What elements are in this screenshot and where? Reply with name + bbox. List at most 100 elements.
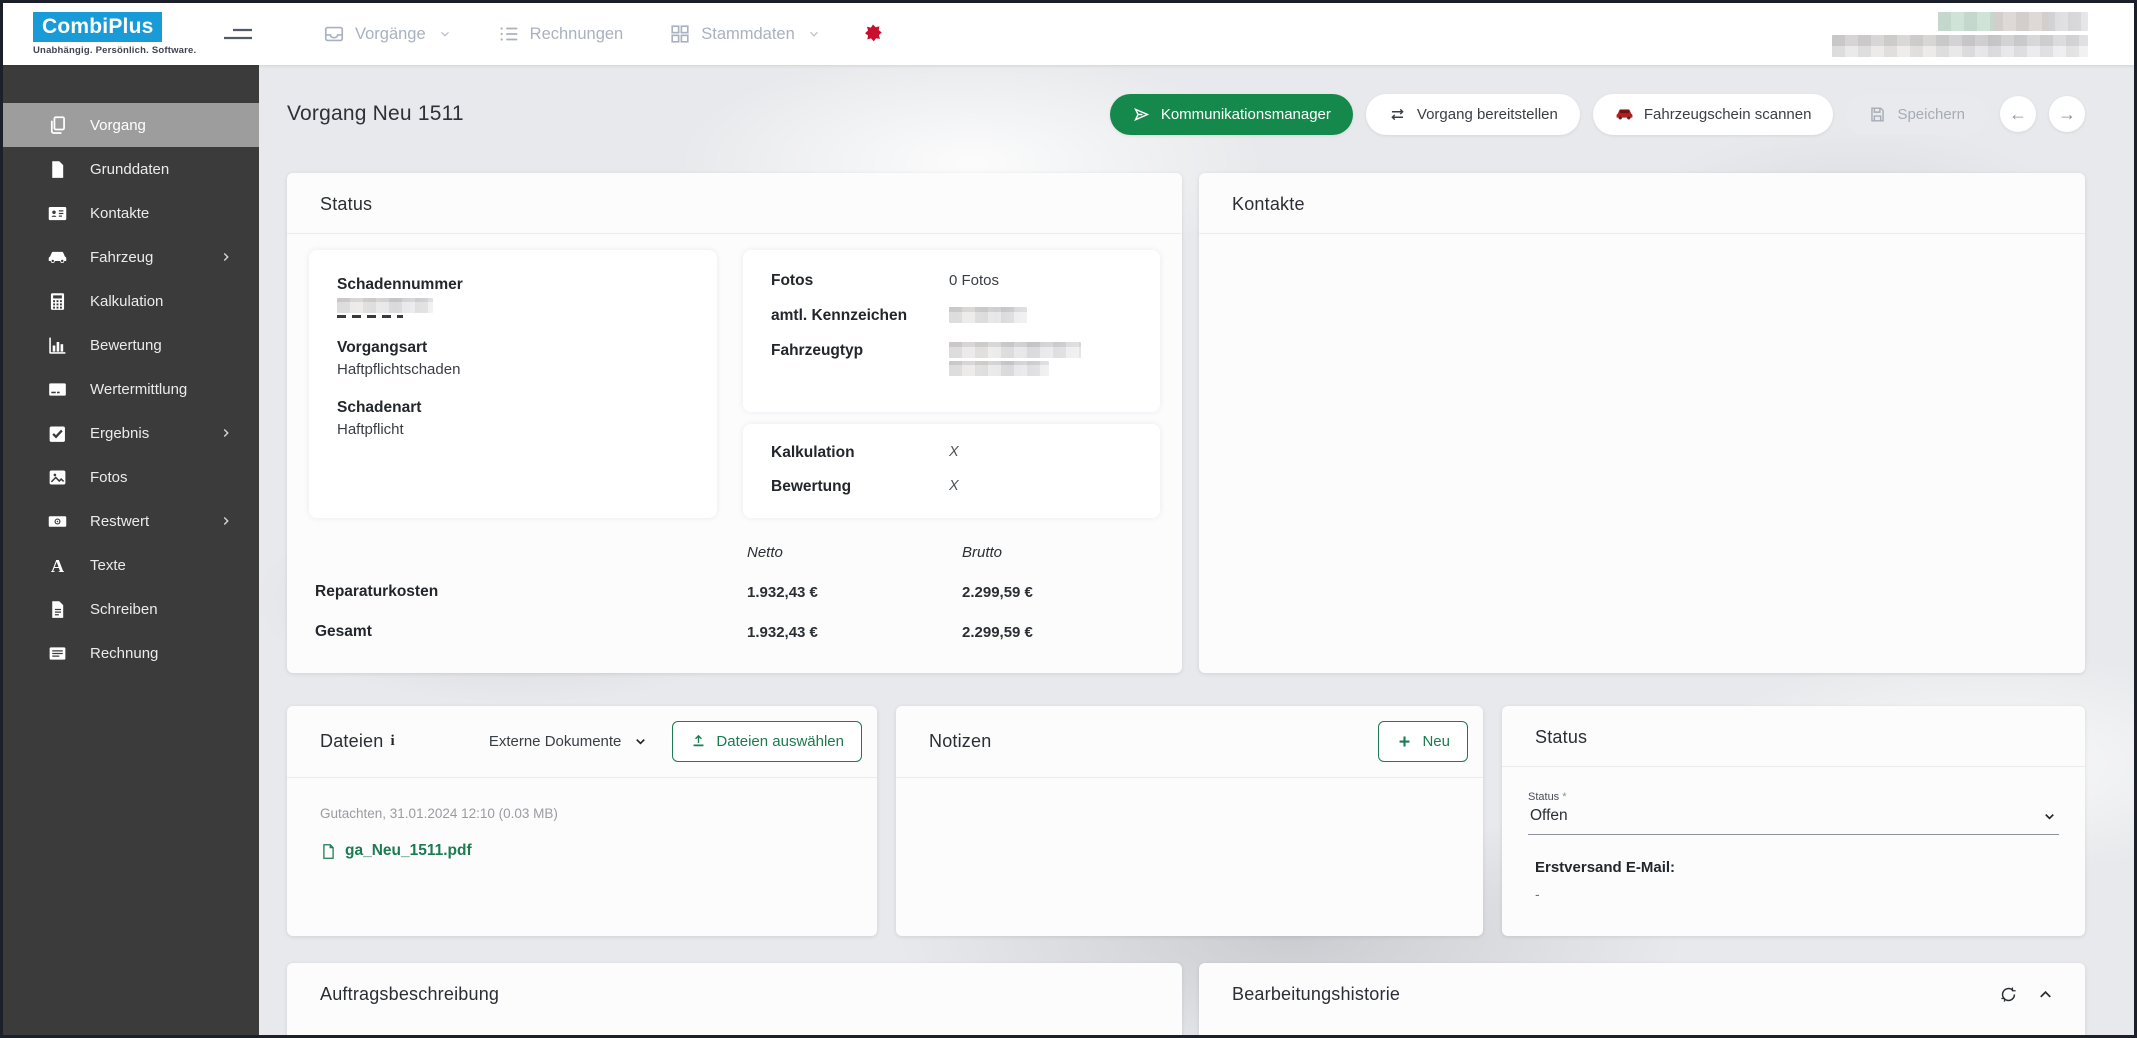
totals-row-label: Gesamt bbox=[315, 623, 372, 640]
dateien-card: Dateien i Externe Dokumente bbox=[287, 706, 877, 936]
redacted-line bbox=[949, 361, 1049, 376]
totals-brutto-value: 2.299,59 € bbox=[962, 583, 1033, 601]
red-badge-icon[interactable] bbox=[861, 22, 885, 46]
notiz-neu-button[interactable]: Neu bbox=[1378, 721, 1468, 762]
arrow-right-icon: → bbox=[2058, 103, 2076, 124]
totals-row-label: Reparaturkosten bbox=[315, 583, 439, 600]
sidebar: Vorgang Grunddaten Kontakte Fahrzeug bbox=[3, 65, 259, 1035]
sidebar-item-kalkulation[interactable]: Kalkulation bbox=[3, 279, 259, 323]
sidebar-item-bewertung[interactable]: Bewertung bbox=[3, 323, 259, 367]
status-info-box: Fotos 0 Fotos amtl. Kennzeichen Fahrzeug… bbox=[743, 250, 1160, 412]
brand-logo[interactable]: CombiPlus Unabhängig. Persönlich. Softwa… bbox=[33, 11, 203, 57]
sidebar-item-fotos[interactable]: Fotos bbox=[3, 455, 259, 499]
field-schadennummer: Schadennummer bbox=[337, 276, 689, 318]
topnav-rechnungen[interactable]: Rechnungen bbox=[498, 23, 623, 45]
sidebar-item-kontakte[interactable]: Kontakte bbox=[3, 191, 259, 235]
id-card-icon bbox=[47, 203, 68, 224]
top-navigation: Vorgänge Rechnungen Stammdaten bbox=[323, 23, 821, 45]
dateien-card-header: Dateien i Externe Dokumente bbox=[287, 706, 877, 778]
file-link[interactable]: ga_Neu_1511.pdf bbox=[320, 842, 844, 860]
kommunikationsmanager-button[interactable]: Kommunikationsmanager bbox=[1109, 93, 1353, 135]
sidebar-item-restwert[interactable]: Restwert bbox=[3, 499, 259, 543]
auftrag-card-header: Auftragsbeschreibung bbox=[287, 963, 1182, 1023]
button-label: Vorgang bereitstellen bbox=[1416, 105, 1558, 123]
button-label: Neu bbox=[1422, 733, 1450, 750]
brand-tagline: Unabhängig. Persönlich. Software. bbox=[33, 45, 197, 57]
bar-chart-icon bbox=[47, 335, 68, 356]
topnav-stammdaten[interactable]: Stammdaten bbox=[669, 23, 821, 45]
notizen-card: Notizen Neu bbox=[896, 706, 1483, 936]
card-title: Status bbox=[1535, 727, 1588, 747]
chevron-right-icon bbox=[219, 426, 233, 440]
dateien-auswaehlen-button[interactable]: Dateien auswählen bbox=[672, 721, 862, 762]
user-redact-row1 bbox=[1938, 11, 2088, 31]
next-vorgang-button[interactable]: → bbox=[2049, 96, 2085, 132]
page-header: Vorgang Neu 1511 Kommunikationsmanager V… bbox=[287, 91, 2085, 137]
select-value: Externe Dokumente bbox=[488, 733, 622, 750]
status-side-card: Status Status * Offen Erstversand E-Mail bbox=[1502, 706, 2085, 936]
sidebar-item-grunddaten[interactable]: Grunddaten bbox=[3, 147, 259, 191]
button-label: Fahrzeugschein scannen bbox=[1643, 105, 1812, 123]
document-category-select[interactable]: Externe Dokumente bbox=[489, 733, 649, 750]
button-label: Kommunikationsmanager bbox=[1160, 105, 1331, 123]
historie-card-header: Bearbeitungshistorie bbox=[1199, 963, 2085, 1023]
sidebar-item-wertermittlung[interactable]: Wertermittlung bbox=[3, 367, 259, 411]
collapse-icon[interactable] bbox=[2036, 985, 2055, 1004]
totals-header-netto: Netto bbox=[747, 544, 783, 561]
sidebar-item-ergebnis[interactable]: Ergebnis bbox=[3, 411, 259, 455]
check-row-kalkulation: Kalkulation X bbox=[771, 444, 1132, 462]
sidebar-item-fahrzeug[interactable]: Fahrzeug bbox=[3, 235, 259, 279]
sidebar-item-rechnung[interactable]: Rechnung bbox=[3, 631, 259, 675]
row-label: Kalkulation bbox=[771, 444, 855, 461]
pdf-file-icon bbox=[320, 843, 337, 860]
fahrzeugschein-scannen-button[interactable]: Fahrzeugschein scannen bbox=[1592, 93, 1834, 135]
sidebar-item-label: Fahrzeug bbox=[90, 248, 154, 266]
sidebar-item-schreiben[interactable]: Schreiben bbox=[3, 587, 259, 631]
erstversand-value: - bbox=[1535, 886, 1540, 902]
menu-toggle-icon[interactable] bbox=[221, 22, 255, 46]
field-vorgangsart: Vorgangsart Haftpflichtschaden bbox=[337, 339, 689, 378]
brand-logo-text: CombiPlus bbox=[33, 11, 163, 43]
vorgang-bereitstellen-button[interactable]: Vorgang bereitstellen bbox=[1365, 93, 1580, 135]
erstversand-label: Erstversand E-Mail: bbox=[1535, 859, 1676, 876]
field-label: Schadennummer bbox=[337, 276, 463, 293]
status-fields-box: Schadennummer Vorgangsart Haftpflichtsch… bbox=[309, 250, 717, 518]
checkbox-icon bbox=[47, 423, 68, 444]
calculator-icon bbox=[47, 291, 68, 312]
file-icon bbox=[47, 159, 68, 180]
field-label: Vorgangsart bbox=[337, 339, 428, 356]
prev-vorgang-button[interactable]: ← bbox=[2000, 96, 2036, 132]
notizen-card-header: Notizen Neu bbox=[896, 706, 1483, 778]
info-row-kennzeichen: amtl. Kennzeichen bbox=[771, 307, 1132, 325]
status-select[interactable]: Offen bbox=[1528, 803, 2059, 835]
info-icon[interactable]: i bbox=[390, 733, 395, 749]
topnav-label: Vorgänge bbox=[355, 24, 426, 43]
status-check-box: Kalkulation X Bewertung X bbox=[743, 424, 1160, 518]
sidebar-item-vorgang[interactable]: Vorgang bbox=[3, 103, 259, 147]
topnav-vorgaenge[interactable]: Vorgänge bbox=[323, 23, 452, 45]
redacted-value bbox=[337, 298, 433, 313]
status-select-label: Status * bbox=[1528, 791, 2059, 803]
sidebar-item-label: Kalkulation bbox=[90, 292, 164, 310]
swap-arrows-icon bbox=[1388, 105, 1407, 124]
row-value: X bbox=[949, 444, 959, 460]
refresh-icon[interactable] bbox=[1999, 985, 2018, 1004]
field-schadenart: Schadenart Haftpflicht bbox=[337, 399, 689, 438]
file-link-label: ga_Neu_1511.pdf bbox=[345, 842, 472, 859]
status-card-header: Status bbox=[287, 173, 1182, 234]
page-title: Vorgang Neu 1511 bbox=[287, 102, 464, 125]
copy-pages-icon bbox=[47, 115, 68, 136]
sidebar-item-texte[interactable]: A Texte bbox=[3, 543, 259, 587]
info-row-fahrzeugtyp: Fahrzeugtyp bbox=[771, 342, 1132, 376]
user-info-redacted[interactable] bbox=[1832, 11, 2088, 57]
sidebar-item-label: Schreiben bbox=[90, 600, 158, 618]
bearbeitungshistorie-card: Bearbeitungshistorie bbox=[1199, 963, 2085, 1035]
redacted-remnant bbox=[337, 315, 403, 318]
sidebar-item-label: Grunddaten bbox=[90, 160, 170, 178]
sidebar-item-label: Vorgang bbox=[90, 116, 146, 134]
speichern-button[interactable]: Speichern bbox=[1846, 93, 1987, 135]
main-area: Vorgang Neu 1511 Kommunikationsmanager V… bbox=[259, 65, 2134, 1035]
row-value: X bbox=[949, 478, 959, 494]
chevron-right-icon bbox=[219, 250, 233, 264]
status-side-card-header: Status bbox=[1502, 706, 2085, 767]
